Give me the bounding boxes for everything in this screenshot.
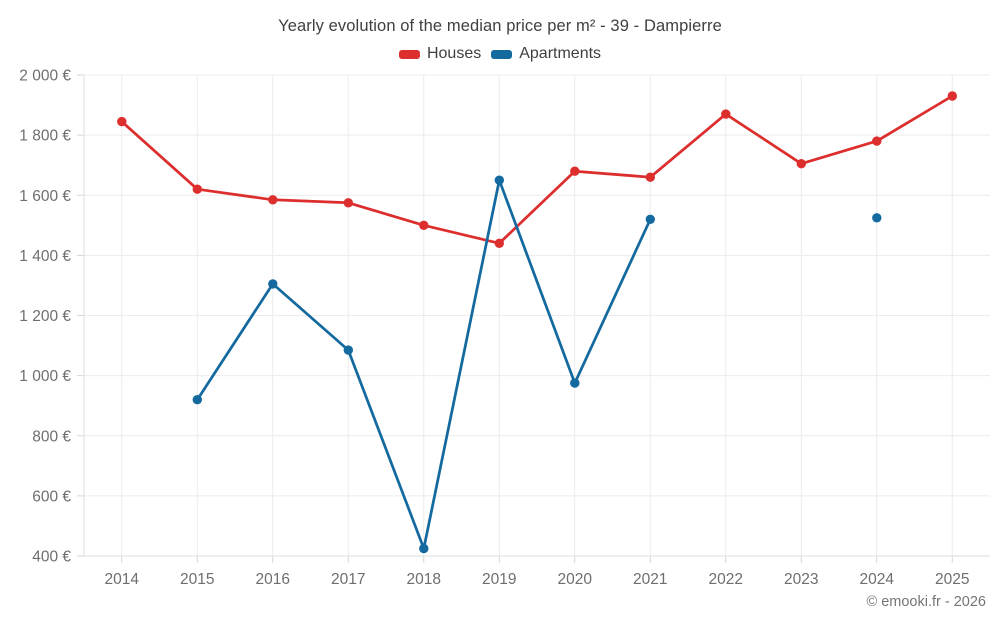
line-apartments (197, 180, 877, 548)
point-houses-2019[interactable] (494, 238, 504, 248)
x-axis-label: 2024 (860, 571, 895, 588)
x-axis-label: 2014 (105, 571, 140, 588)
legend-item-apartments[interactable]: Apartments (491, 45, 601, 63)
point-houses-2018[interactable] (419, 220, 429, 230)
point-houses-2020[interactable] (570, 166, 580, 176)
legend-swatch-houses-icon (398, 49, 420, 59)
line-houses (120, 94, 954, 245)
legend-label-houses: Houses (426, 45, 482, 62)
point-houses-2016[interactable] (268, 195, 278, 205)
x-axis-label: 2015 (180, 571, 214, 588)
y-axis-label: 1 600 € (19, 188, 71, 205)
credit-text: © emooki.fr - 2026 (866, 594, 986, 610)
point-houses-2015[interactable] (192, 184, 202, 194)
point-apartments-2018[interactable] (419, 543, 429, 554)
point-houses-2023[interactable] (796, 159, 806, 169)
point-apartments-2016[interactable] (268, 279, 278, 289)
chart-title: Yearly evolution of the median price per… (278, 17, 722, 35)
legend-label-apartments: Apartments (519, 45, 602, 62)
x-axis-label: 2020 (558, 571, 593, 588)
point-apartments-2017[interactable] (343, 345, 353, 355)
y-axis-label: 1 800 € (19, 128, 71, 145)
point-houses-2021[interactable] (645, 172, 655, 182)
x-axis-label: 2023 (784, 571, 818, 588)
x-axis-label: 2025 (935, 571, 969, 588)
legend: Houses Apartments (0, 45, 1000, 63)
legend-item-houses[interactable]: Houses (398, 45, 482, 63)
point-houses-2024[interactable] (872, 136, 882, 146)
x-axis-label: 2021 (633, 571, 667, 588)
x-axis-label: 2018 (407, 571, 441, 588)
x-axis-label: 2017 (331, 571, 365, 588)
x-axis-label: 2022 (709, 571, 743, 588)
y-axis-label: 2 000 € (19, 68, 71, 85)
y-axis-label: 1 000 € (19, 368, 71, 385)
point-apartments-2019[interactable] (494, 175, 504, 185)
point-apartments-2024[interactable] (872, 213, 882, 223)
point-houses-2025[interactable] (947, 91, 957, 101)
y-axis-label: 400 € (32, 549, 71, 566)
point-apartments-2020[interactable] (570, 378, 580, 388)
y-axis-label: 600 € (32, 488, 71, 505)
x-axis-label: 2019 (482, 571, 516, 588)
y-axis-label: 1 400 € (19, 248, 71, 265)
x-axis-label: 2016 (256, 571, 290, 588)
y-axis-label: 1 200 € (19, 308, 71, 325)
point-apartments-2015[interactable] (192, 395, 202, 405)
point-houses-2017[interactable] (343, 198, 353, 208)
point-apartments-2021[interactable] (645, 214, 655, 224)
point-houses-2022[interactable] (721, 109, 731, 119)
point-houses-2014[interactable] (117, 116, 127, 127)
legend-swatch-apartments-icon (491, 49, 513, 59)
y-axis-label: 800 € (32, 428, 71, 445)
